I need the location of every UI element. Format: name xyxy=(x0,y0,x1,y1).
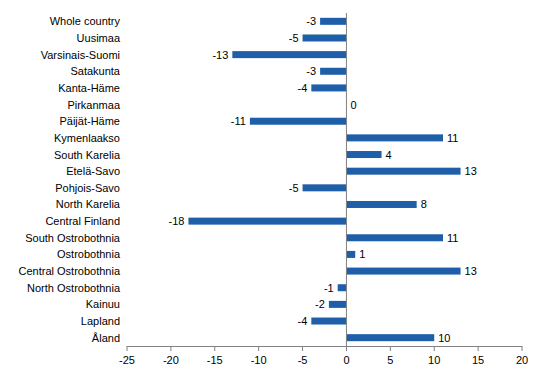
x-axis-line xyxy=(127,346,522,347)
data-label: -18 xyxy=(169,215,185,227)
x-tick-label: -20 xyxy=(163,354,179,366)
x-tick-label: -10 xyxy=(251,354,267,366)
data-label: -1 xyxy=(324,282,334,294)
category-label: North Karelia xyxy=(56,198,121,210)
data-label: -4 xyxy=(298,315,308,327)
data-label: 10 xyxy=(438,332,450,344)
data-label: 1 xyxy=(359,248,365,260)
data-label: 0 xyxy=(350,99,356,111)
bar xyxy=(346,268,460,275)
x-tick xyxy=(302,346,303,351)
bar xyxy=(346,201,416,208)
data-label: -5 xyxy=(289,32,299,44)
chart-container: -25-20-15-10-505101520Whole countryUusim… xyxy=(0,0,546,376)
data-label: -3 xyxy=(306,15,316,27)
x-tick xyxy=(478,346,479,351)
category-label: Ostrobothnia xyxy=(57,248,121,260)
bar xyxy=(346,168,460,175)
x-tick-label: 10 xyxy=(428,354,440,366)
data-label: -2 xyxy=(315,298,325,310)
x-tick xyxy=(258,346,259,351)
bar xyxy=(346,334,434,341)
data-label: 13 xyxy=(465,165,477,177)
bars xyxy=(188,18,460,341)
category-label: Kymenlaakso xyxy=(54,132,120,144)
bar xyxy=(320,68,346,75)
category-label: South Ostrobothnia xyxy=(25,232,121,244)
bar xyxy=(188,218,346,225)
bar xyxy=(329,301,347,308)
x-tick-label: -5 xyxy=(298,354,308,366)
bar xyxy=(311,318,346,325)
data-label: -13 xyxy=(212,49,228,61)
x-tick xyxy=(522,346,523,351)
x-tick xyxy=(127,346,128,351)
bar xyxy=(346,234,443,241)
x-tick-label: 20 xyxy=(516,354,528,366)
data-label: -4 xyxy=(298,82,308,94)
bar xyxy=(346,251,355,258)
category-label: North Ostrobothnia xyxy=(27,282,121,294)
x-tick-label: 15 xyxy=(472,354,484,366)
x-tick-label: -15 xyxy=(207,354,223,366)
category-label: Kainuu xyxy=(86,298,120,310)
category-label: Kanta-Häme xyxy=(58,82,120,94)
bar xyxy=(346,151,381,158)
category-label: Central Ostrobothnia xyxy=(19,265,121,277)
chart-svg: -25-20-15-10-505101520Whole countryUusim… xyxy=(0,0,546,376)
category-label: Central Finland xyxy=(45,215,120,227)
category-label: Lapland xyxy=(81,315,120,327)
bar xyxy=(303,34,347,41)
x-tick xyxy=(170,346,171,351)
category-label: Uusimaa xyxy=(77,32,121,44)
x-tick xyxy=(390,346,391,351)
x-tick-label: 5 xyxy=(387,354,393,366)
x-tick-label: -25 xyxy=(119,354,135,366)
data-label: 4 xyxy=(386,149,392,161)
data-label: 13 xyxy=(465,265,477,277)
category-label: Satakunta xyxy=(70,65,120,77)
bar xyxy=(250,118,347,125)
bar xyxy=(338,284,347,291)
data-label: 8 xyxy=(421,198,427,210)
data-label: -11 xyxy=(231,115,246,127)
bar xyxy=(232,51,346,58)
bar xyxy=(311,84,346,91)
x-tick xyxy=(434,346,435,351)
category-label: Varsinais-Suomi xyxy=(41,49,120,61)
category-label: Pirkanmaa xyxy=(67,99,120,111)
bar xyxy=(303,184,347,191)
x-tick xyxy=(214,346,215,351)
bar xyxy=(320,18,346,25)
data-label: -5 xyxy=(289,182,299,194)
data-label: -3 xyxy=(306,65,316,77)
category-label: Whole country xyxy=(50,15,121,27)
data-label: 11 xyxy=(447,232,458,244)
data-label: 11 xyxy=(447,132,458,144)
zero-line xyxy=(346,13,347,346)
x-tick-label: 0 xyxy=(343,354,349,366)
x-tick xyxy=(346,346,347,351)
category-label: South Karelia xyxy=(54,149,121,161)
category-label: Päijät-Häme xyxy=(59,115,120,127)
category-label: Pohjois-Savo xyxy=(55,182,120,194)
category-label: Etelä-Savo xyxy=(66,165,120,177)
category-label: Åland xyxy=(92,332,120,344)
bar xyxy=(346,134,443,141)
